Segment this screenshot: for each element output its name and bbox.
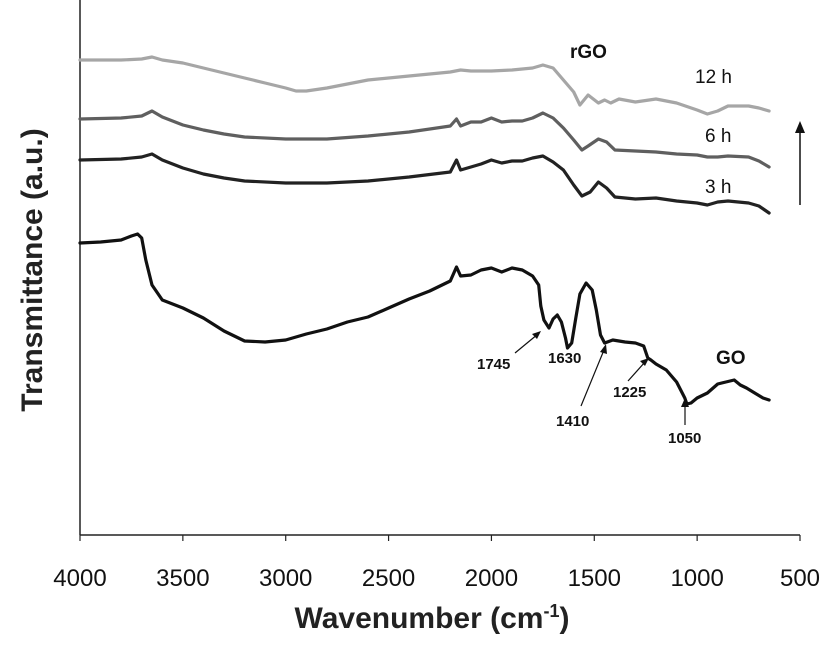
x-tick-label: 1000: [670, 565, 723, 592]
x-tick-label: 1500: [568, 565, 621, 592]
peak-annotation-1050: 1050: [668, 398, 701, 447]
x-tick-labels: 4000 3500 3000 2500 2000 1500 1000 500: [53, 565, 820, 592]
up-arrow-icon: [795, 121, 805, 205]
x-tick-marks: [79, 535, 801, 541]
x-tick-label: 3500: [156, 565, 209, 592]
x-tick-label: 2500: [362, 565, 415, 592]
series-label-3h: 3 h: [705, 177, 731, 198]
peak-label-1225: 1225: [613, 384, 646, 401]
series-line-12h: [78, 55, 771, 116]
x-tick-label: 2000: [465, 565, 518, 592]
series-label-6h: 6 h: [705, 126, 731, 147]
peak-annotation-1225: 1225: [613, 358, 649, 401]
peak-annotation-1745: 1745: [477, 331, 541, 373]
x-axis-title: Wavenumber (cm-1): [295, 601, 570, 635]
axes: [79, 0, 800, 536]
x-tick-label: 500: [780, 565, 820, 592]
peak-annotation-1630: 1630: [548, 350, 581, 367]
series-line-go: [78, 232, 771, 406]
x-tick-label: 3000: [259, 565, 312, 592]
series-label-12h: 12 h: [695, 67, 732, 88]
peak-label-1745: 1745: [477, 356, 510, 373]
sample-label-go: GO: [716, 348, 746, 369]
series-line-6h: [78, 109, 771, 169]
sample-label-rgo: rGO: [570, 42, 607, 63]
y-axis-title: Transmittance (a.u.): [16, 128, 49, 411]
peak-label-1410: 1410: [556, 413, 589, 430]
peak-label-1050: 1050: [668, 430, 701, 447]
peak-annotation-1410: 1410: [556, 344, 607, 430]
series-lines: [78, 55, 771, 406]
series-line-3h: [78, 152, 771, 215]
x-tick-label: 4000: [53, 565, 106, 592]
peak-label-1630: 1630: [548, 350, 581, 367]
